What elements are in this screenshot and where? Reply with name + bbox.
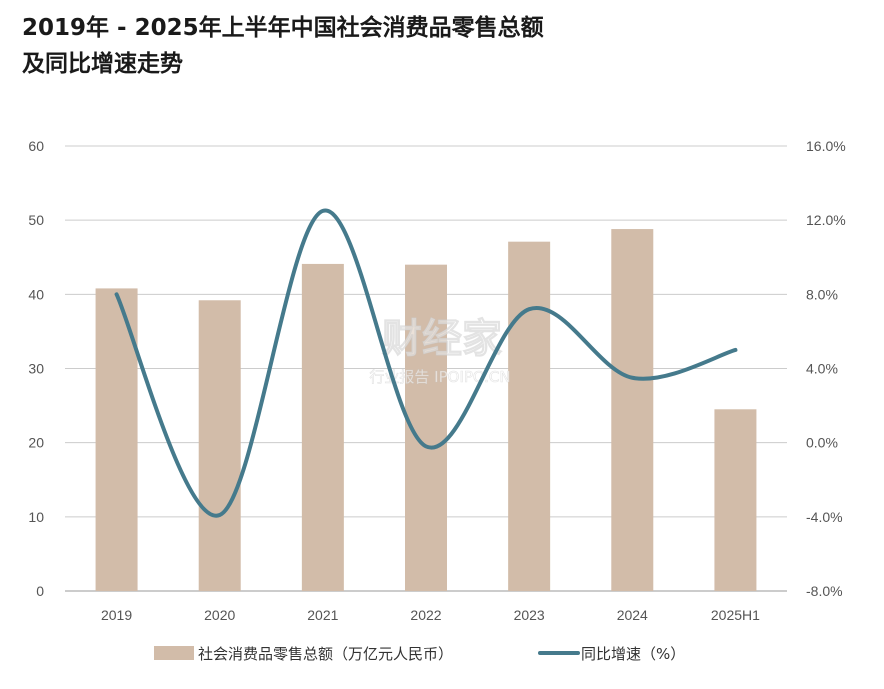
bar-series: [95, 229, 757, 592]
right-axis-tick-label: 16.0%: [806, 138, 846, 154]
watermark-sub: 行业报告 IPOIPO.CN: [369, 368, 510, 386]
bar-2020: [198, 300, 241, 591]
watermark: 财经家 行业报告 IPOIPO.CN: [369, 316, 511, 387]
left-axis-tick-label: 50: [28, 212, 44, 228]
legend-line-label: 同比增速（%）: [581, 645, 685, 663]
x-axis-tick-label: 2019: [101, 607, 132, 623]
right-axis-tick-label: 0.0%: [806, 435, 838, 451]
right-axis-tick-label: 12.0%: [806, 212, 846, 228]
chart-title-line-1: 2019年 - 2025年上半年中国社会消费品零售总额: [22, 15, 544, 41]
left-axis-tick-label: 0: [36, 583, 44, 599]
growth-rate-line: [114, 208, 738, 518]
bar-2021: [301, 263, 344, 591]
legend-bar-label: 社会消费品零售总额（万亿元人民币）: [198, 645, 453, 663]
left-axis-tick-label: 60: [28, 138, 44, 154]
x-axis-tick-label: 2023: [514, 607, 545, 623]
watermark-main: 财经家: [382, 316, 502, 362]
right-axis: -8.0% -4.0% 0.0% 4.0% 8.0% 12.0% 16.0%: [806, 138, 846, 599]
x-axis-tick-label: 2024: [617, 607, 648, 623]
x-axis-tick-label: 2022: [410, 607, 441, 623]
bar-2023: [508, 241, 551, 592]
x-axis-tick-label: 2021: [307, 607, 338, 623]
chart-title-line-2: 及同比增速走势: [22, 51, 183, 77]
right-axis-tick-label: 8.0%: [806, 286, 838, 302]
right-axis-tick-label: -8.0%: [806, 583, 843, 599]
right-axis-tick-label: -4.0%: [806, 509, 843, 525]
bar-2024: [611, 229, 654, 592]
left-axis-tick-label: 30: [28, 361, 44, 377]
legend-bar-swatch: [154, 646, 194, 660]
legend: 社会消费品零售总额（万亿元人民币） 同比增速（%）: [154, 645, 685, 663]
left-axis-tick-label: 10: [28, 509, 44, 525]
left-axis-tick-label: 40: [28, 286, 44, 302]
right-axis-tick-label: 4.0%: [806, 361, 838, 377]
chart-title: 2019年 - 2025年上半年中国社会消费品零售总额 及同比增速走势: [22, 10, 544, 82]
x-axis-tick-label: 2025H1: [711, 607, 760, 623]
left-axis: 0 10 20 30 40 50 60: [28, 138, 44, 599]
bar-2025H1: [714, 409, 757, 591]
x-axis-tick-label: 2020: [204, 607, 235, 623]
left-axis-tick-label: 20: [28, 435, 44, 451]
x-axis: 2019 2020 2021 2022 2023 2024 2025H1: [101, 607, 760, 623]
line-series: [114, 208, 738, 518]
